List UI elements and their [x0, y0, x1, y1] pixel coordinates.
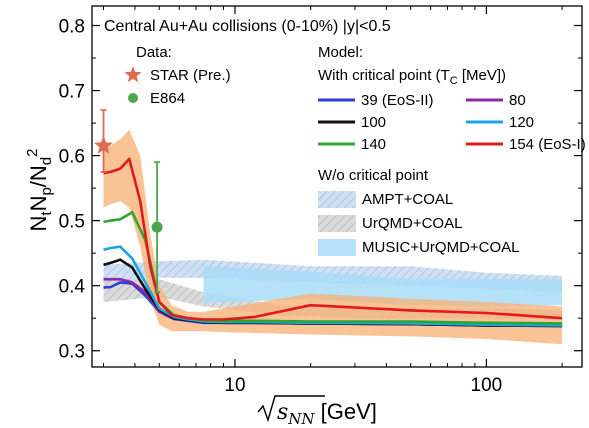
data-point-e864	[151, 161, 163, 294]
legend-data-header: Data:	[136, 44, 172, 61]
y-tick-label: 0.4	[59, 277, 86, 298]
legend-entry-154-eos-i: 154 (EoS-I)	[466, 136, 586, 153]
critical-header-end: [MeV])	[458, 67, 506, 84]
legend-label: 39 (EoS-II)	[361, 92, 434, 109]
legend-entry-80: 80	[466, 92, 526, 109]
band-music-urqmd-coal	[203, 266, 563, 307]
y-tick-label: 0.7	[59, 82, 85, 103]
y-tick-label: 0.3	[59, 342, 85, 363]
legend-label: STAR (Pre.)	[150, 67, 231, 84]
y-axis-label: NtNp/Nd2	[24, 149, 55, 232]
sqrt-symbol	[257, 395, 325, 423]
legend-entry-urqmd-coal: UrQMD+COAL	[318, 215, 462, 232]
chart-title: Central Au+Au collisions (0-10%) |y|<0.5	[104, 18, 391, 35]
ylabel-n1: N	[26, 216, 51, 232]
legend: Data: STAR (Pre.) E864 Model: With critic…	[124, 44, 586, 256]
legend-label: MUSIC+UrQMD+COAL	[362, 239, 520, 256]
series-line-154-eos-i	[103, 157, 563, 321]
legend-label: 154 (EoS-I)	[509, 136, 586, 153]
circle-marker	[151, 221, 163, 233]
xlabel-sub-nn: NN	[287, 410, 315, 428]
star-marker	[94, 135, 113, 154]
legend-label: 80	[509, 92, 526, 109]
ylabel-sup-2: 2	[24, 149, 41, 157]
xlabel-text: sNN [GeV]	[277, 399, 377, 428]
legend-entry-e864: E864	[128, 90, 185, 107]
legend-experiments: STAR (Pre.) E864	[124, 66, 231, 107]
x-tick-label: 10	[224, 375, 245, 396]
legend-series: 39 (EoS-II) 80 100 120 140 154 (EoS-I)	[318, 92, 586, 153]
ylabel-sub-p: p	[38, 187, 55, 195]
x-axis-label: sNN [GeV]	[257, 395, 377, 428]
plot-frame	[91, 5, 583, 368]
legend-entry-120: 120	[466, 114, 534, 131]
legend-label: UrQMD+COAL	[362, 215, 462, 232]
legend-critical-header: With critical point (TC [MeV])	[318, 67, 506, 87]
legend-entry-140: 140	[318, 136, 386, 153]
y-tick-label: 0.6	[59, 147, 85, 168]
critical-header-sub: C	[450, 75, 458, 87]
legend-label: AMPT+COAL	[362, 191, 453, 208]
ylabel-sub-t: t	[38, 211, 55, 216]
legend-band-swatch	[318, 239, 356, 256]
x-tick-label: 100	[471, 375, 503, 396]
legend-label: 120	[509, 114, 534, 131]
legend-nocritical-header: W/o critical point	[318, 167, 429, 184]
y-tick-label: 0.8	[59, 17, 85, 38]
data-point-star-pre	[94, 109, 113, 173]
critical-header-main: With critical point (T	[318, 67, 450, 84]
experiments-layer	[94, 109, 163, 294]
legend-label: 140	[361, 136, 386, 153]
legend-label: E864	[150, 90, 185, 107]
ylabel-slash-n: /N	[26, 165, 51, 187]
xlabel-unit: [GeV]	[315, 399, 377, 424]
legend-band-swatch	[318, 191, 356, 208]
legend-entry-39-eos-ii: 39 (EoS-II)	[318, 92, 434, 109]
legend-entry-100: 100	[318, 114, 386, 131]
legend-entry-ampt-coal: AMPT+COAL	[318, 191, 453, 208]
y-tick-label: 0.5	[59, 212, 85, 233]
xlabel-s: s	[277, 400, 288, 425]
axis-ticks: 0.3 0.4 0.5 0.6 0.7 0.8 10 100	[59, 6, 582, 396]
legend-band-swatch	[318, 215, 356, 232]
ylabel-n2: N	[26, 196, 51, 212]
legend-entry-star-pre: STAR (Pre.)	[124, 66, 231, 84]
legend-circle-marker	[128, 93, 138, 103]
legend-entry-music-urqmd-coal: MUSIC+UrQMD+COAL	[318, 239, 520, 256]
legend-model-header: Model:	[318, 44, 363, 61]
legend-star-marker	[124, 66, 142, 83]
ylabel-sub-d: d	[38, 157, 55, 165]
series-layer	[103, 157, 563, 328]
legend-label: 100	[361, 114, 386, 131]
legend-bands: AMPT+COAL UrQMD+COAL MUSIC+UrQMD+COAL	[318, 191, 520, 256]
